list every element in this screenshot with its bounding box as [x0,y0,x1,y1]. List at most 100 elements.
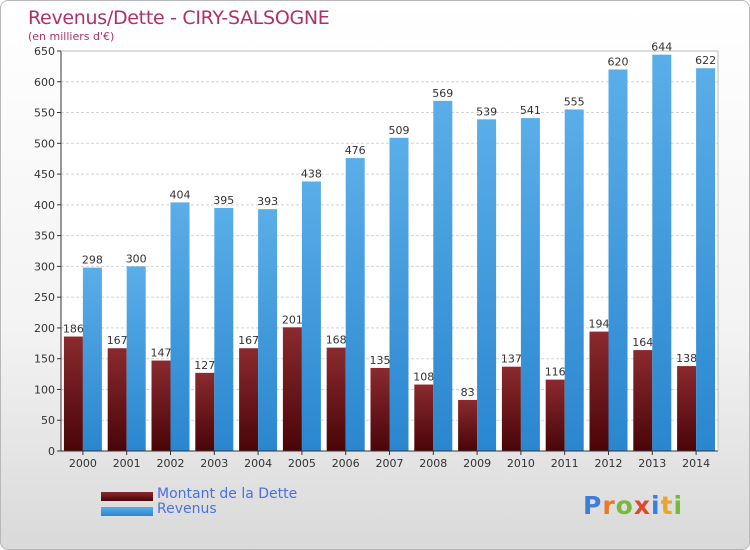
y-tick-label: 0 [48,445,55,458]
bar-revenus [214,207,234,451]
data-label-revenus: 393 [257,195,278,208]
y-tick-label: 300 [34,260,55,273]
data-label-revenus: 298 [82,254,103,267]
y-axis-ticks: 0 50 100 150 200 250 300 350 400 450 500 550 600 650 [34,45,61,458]
legend-swatch-dette [101,492,153,501]
data-label-dette: 127 [194,359,215,372]
data-label-dette: 83 [461,386,475,399]
data-label-dette: 201 [282,313,303,326]
chart-subtitle: (en milliers d'€) [28,30,115,43]
x-tick-label: 2014 [682,457,710,470]
x-tick-label: 2011 [551,457,579,470]
x-tick-label: 2002 [157,457,185,470]
y-tick-label: 650 [34,45,55,58]
x-tick-label: 2012 [595,457,623,470]
data-label-revenus: 644 [651,41,672,54]
data-label-dette: 167 [107,334,128,347]
bar-revenus [170,202,190,451]
y-tick-label: 600 [34,76,55,89]
data-label-dette: 164 [632,336,653,349]
axes [60,50,719,452]
bars: 186 298 167 300 147 404 127 395 167 393 201 438 168 4… [63,41,716,452]
bar-dette [63,336,83,451]
x-tick-label: 2013 [638,457,666,470]
bar-revenus [301,181,321,451]
data-label-revenus: 541 [520,104,541,117]
y-tick-label: 50 [41,414,55,427]
bar-dette [370,367,390,451]
data-label-revenus: 300 [126,252,147,265]
bar-dette [677,366,697,451]
x-tick-label: 2006 [332,457,360,470]
bar-dette [326,347,346,451]
logo-letter: x [633,491,651,520]
bar-dette [151,360,171,451]
bar-dette [633,350,653,451]
bar-revenus [389,137,409,451]
data-label-dette: 167 [238,334,259,347]
data-label-dette: 116 [545,366,566,379]
data-label-revenus: 476 [345,144,366,157]
y-tick-label: 100 [34,383,55,396]
bar-revenus [433,100,453,451]
bar-revenus [345,158,365,452]
bar-dette [239,348,259,451]
bar-dette [195,372,215,451]
bar-dette [589,331,609,451]
data-label-revenus: 438 [301,167,322,180]
data-label-dette: 137 [501,353,522,366]
x-tick-label: 2009 [463,457,491,470]
x-tick-label: 2000 [69,457,97,470]
y-tick-label: 400 [34,199,55,212]
bar-dette [282,327,302,451]
data-label-revenus: 569 [432,87,453,100]
logo-letter: t [660,491,674,520]
y-tick-label: 150 [34,353,55,366]
x-tick-label: 2005 [288,457,316,470]
x-tick-label: 2001 [113,457,141,470]
bar-revenus [126,266,146,451]
data-label-dette: 108 [413,371,434,384]
bar-revenus [258,209,278,451]
data-label-dette: 147 [151,347,172,360]
y-tick-label: 500 [34,137,55,150]
data-label-revenus: 404 [170,188,191,201]
bar-revenus [564,109,584,451]
data-label-dette: 186 [63,323,84,336]
x-tick-label: 2003 [200,457,228,470]
legend-label-revenus: Revenus [157,501,217,517]
bar-revenus [652,54,672,451]
logo-letter: i [651,491,661,520]
x-axis-ticks: 2000 2001 2002 2003 2004 2005 2006 2007 2008 2009… [69,451,710,470]
bar-dette [458,399,478,451]
data-label-dette: 168 [326,334,347,347]
logo-letter: P [583,491,603,520]
y-tick-label: 200 [34,322,55,335]
logo-letter: o [615,491,634,520]
bar-revenus [608,69,628,451]
proxiti-logo: Proxiti [583,491,683,520]
bar-revenus [477,119,497,452]
bar-dette [501,366,521,451]
bar-dette [545,379,565,451]
data-label-revenus: 395 [213,194,234,207]
bar-revenus [696,68,716,451]
y-tick-label: 550 [34,107,55,120]
data-label-dette: 135 [370,354,391,367]
logo-letter: i [673,491,684,520]
bar-revenus [520,118,540,452]
y-tick-label: 350 [34,230,55,243]
logo-letter: r [602,491,616,520]
bar-dette [414,384,434,451]
data-label-revenus: 539 [476,105,497,118]
bar-dette [107,348,127,451]
chart-title: Revenus/Dette - CIRY-SALSOGNE [28,7,330,29]
x-tick-label: 2010 [507,457,535,470]
data-label-revenus: 509 [389,124,410,137]
y-tick-label: 450 [34,168,55,181]
data-label-revenus: 620 [608,55,629,68]
y-tick-label: 250 [34,291,55,304]
x-tick-label: 2004 [244,457,272,470]
